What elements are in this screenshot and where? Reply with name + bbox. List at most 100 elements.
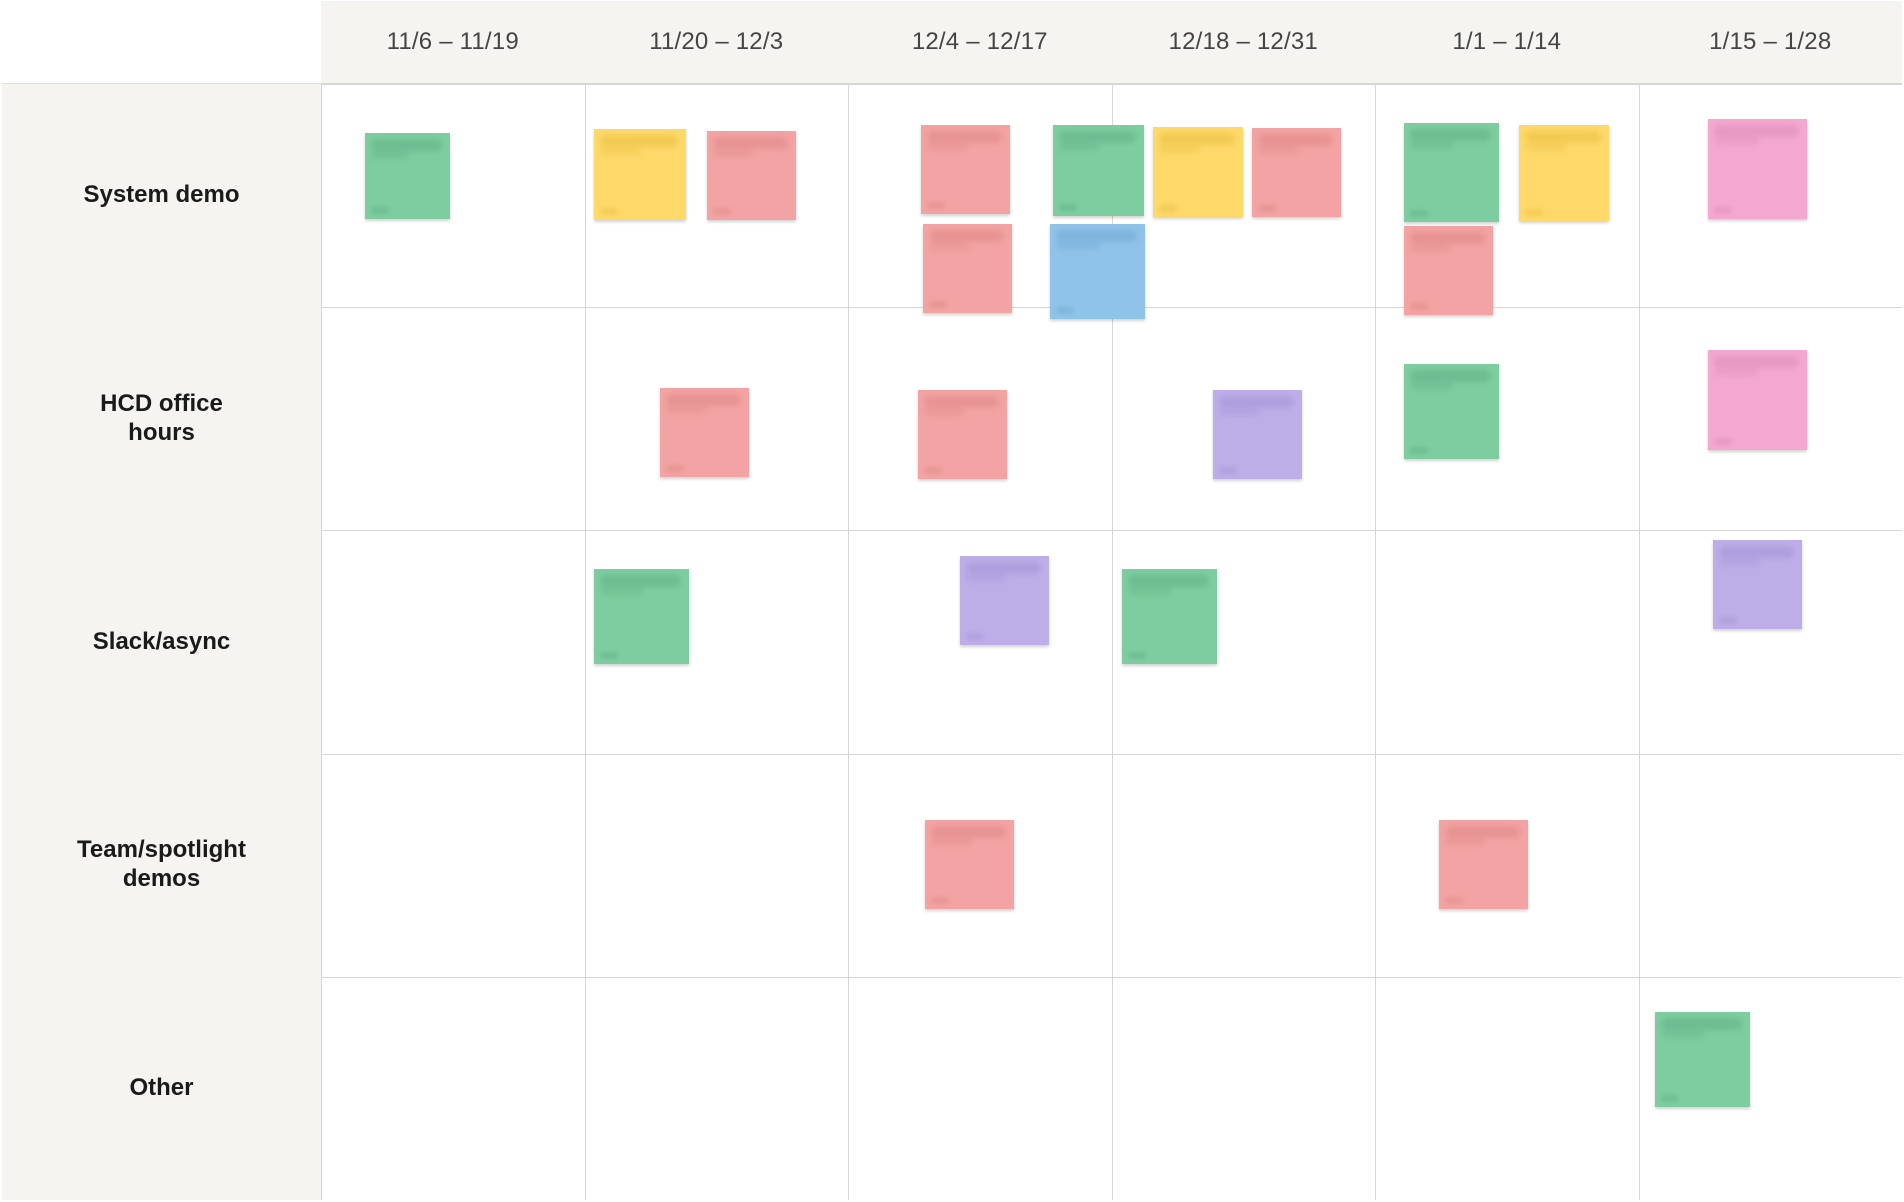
redacted-text bbox=[927, 131, 1002, 143]
redacted-text bbox=[666, 406, 706, 414]
redacted-text bbox=[1714, 137, 1759, 145]
row-header-other: Other bbox=[2, 976, 321, 1200]
row-header-system-demo: System demo bbox=[2, 84, 321, 308]
sticky-note-blue[interactable] bbox=[1050, 224, 1145, 319]
column-header-4: 12/18 – 12/31 bbox=[1111, 1, 1375, 84]
redacted-text bbox=[1661, 1018, 1742, 1030]
sticky-note-purple[interactable] bbox=[1713, 540, 1802, 629]
redacted-author bbox=[966, 633, 984, 640]
redacted-text bbox=[1661, 1030, 1704, 1038]
grid-cell bbox=[1111, 753, 1375, 977]
sticky-note-green[interactable] bbox=[1404, 364, 1499, 459]
sticky-note-green[interactable] bbox=[1053, 125, 1144, 216]
sticky-note-red[interactable] bbox=[921, 125, 1010, 214]
redacted-text bbox=[924, 396, 999, 408]
redacted-author bbox=[1714, 438, 1732, 445]
sticky-note-pink[interactable] bbox=[1708, 350, 1807, 450]
redacted-author bbox=[1410, 210, 1428, 217]
grid-cell bbox=[1638, 753, 1902, 977]
redacted-text bbox=[600, 575, 681, 587]
grid-cell bbox=[321, 307, 585, 531]
sticky-note-red[interactable] bbox=[1439, 820, 1528, 909]
sticky-note-green[interactable] bbox=[1404, 123, 1499, 222]
redacted-text bbox=[1159, 145, 1200, 153]
redacted-author bbox=[1719, 617, 1737, 624]
redacted-text bbox=[666, 394, 741, 406]
redacted-text bbox=[1059, 143, 1100, 151]
sticky-note-green[interactable] bbox=[594, 569, 689, 664]
sticky-note-red[interactable] bbox=[1252, 128, 1341, 217]
sticky-note-purple[interactable] bbox=[1213, 390, 1302, 479]
redacted-text bbox=[1410, 370, 1491, 382]
redacted-author bbox=[666, 465, 684, 472]
redacted-text bbox=[966, 562, 1041, 574]
sticky-note-green[interactable] bbox=[1122, 569, 1217, 664]
redacted-author bbox=[1661, 1095, 1679, 1102]
redacted-text bbox=[1410, 141, 1453, 149]
sticky-note-red[interactable] bbox=[918, 390, 1007, 479]
redacted-text bbox=[1128, 575, 1209, 587]
grid-cell bbox=[584, 753, 848, 977]
redacted-author bbox=[931, 897, 949, 904]
redacted-text bbox=[1258, 134, 1333, 146]
sticky-note-red[interactable] bbox=[1404, 226, 1493, 315]
redacted-author bbox=[1056, 307, 1074, 314]
sticky-note-red[interactable] bbox=[925, 820, 1014, 909]
redacted-text bbox=[600, 135, 678, 147]
sticky-note-green[interactable] bbox=[365, 133, 450, 219]
redacted-text bbox=[713, 137, 788, 149]
sticky-note-red[interactable] bbox=[660, 388, 749, 477]
redacted-text bbox=[1159, 133, 1235, 145]
row-header-hcd-office-hours: HCD office hours bbox=[2, 307, 321, 531]
grid-cell bbox=[848, 976, 1112, 1200]
column-header-1: 11/6 – 11/19 bbox=[321, 1, 585, 84]
redacted-text bbox=[1525, 143, 1566, 151]
redacted-text bbox=[1410, 129, 1491, 141]
redacted-author bbox=[1059, 204, 1077, 211]
redacted-text bbox=[929, 242, 969, 250]
redacted-text bbox=[371, 139, 442, 151]
sticky-note-yellow[interactable] bbox=[1153, 127, 1243, 217]
row-header-slack-async: Slack/async bbox=[2, 530, 321, 754]
sticky-note-green[interactable] bbox=[1655, 1012, 1750, 1107]
sticky-note-red[interactable] bbox=[707, 131, 796, 220]
redacted-author bbox=[929, 301, 947, 308]
column-header-5: 1/1 – 1/14 bbox=[1375, 1, 1639, 84]
redacted-author bbox=[713, 208, 731, 215]
grid-cell bbox=[321, 976, 585, 1200]
redacted-text bbox=[1714, 368, 1759, 376]
redacted-text bbox=[1128, 587, 1171, 595]
redacted-text bbox=[1525, 131, 1601, 143]
column-header-3: 12/4 – 12/17 bbox=[848, 1, 1112, 84]
redacted-text bbox=[1714, 125, 1799, 137]
sticky-note-yellow[interactable] bbox=[1519, 125, 1609, 221]
redacted-text bbox=[1410, 382, 1453, 390]
redacted-author bbox=[600, 652, 618, 659]
sticky-note-pink[interactable] bbox=[1708, 119, 1807, 219]
redacted-text bbox=[371, 151, 409, 159]
redacted-text bbox=[1719, 546, 1794, 558]
grid-cell bbox=[1375, 976, 1639, 1200]
grid-cell bbox=[1111, 976, 1375, 1200]
redacted-author bbox=[371, 207, 389, 214]
redacted-text bbox=[600, 147, 641, 155]
grid-cell bbox=[321, 753, 585, 977]
redacted-author bbox=[1258, 205, 1276, 212]
sticky-note-yellow[interactable] bbox=[594, 129, 686, 220]
redacted-author bbox=[600, 208, 618, 215]
redacted-text bbox=[713, 149, 753, 157]
redacted-author bbox=[1219, 467, 1237, 474]
redacted-text bbox=[1445, 826, 1520, 838]
redacted-author bbox=[924, 467, 942, 474]
sticky-note-red[interactable] bbox=[923, 224, 1012, 313]
redacted-text bbox=[1410, 244, 1450, 252]
redacted-text bbox=[927, 143, 967, 151]
redacted-author bbox=[1410, 303, 1428, 310]
grid-cell bbox=[584, 976, 848, 1200]
redacted-author bbox=[1714, 207, 1732, 214]
redacted-text bbox=[966, 574, 1006, 582]
redacted-text bbox=[1714, 356, 1799, 368]
sticky-note-purple[interactable] bbox=[960, 556, 1049, 645]
redacted-text bbox=[600, 587, 643, 595]
